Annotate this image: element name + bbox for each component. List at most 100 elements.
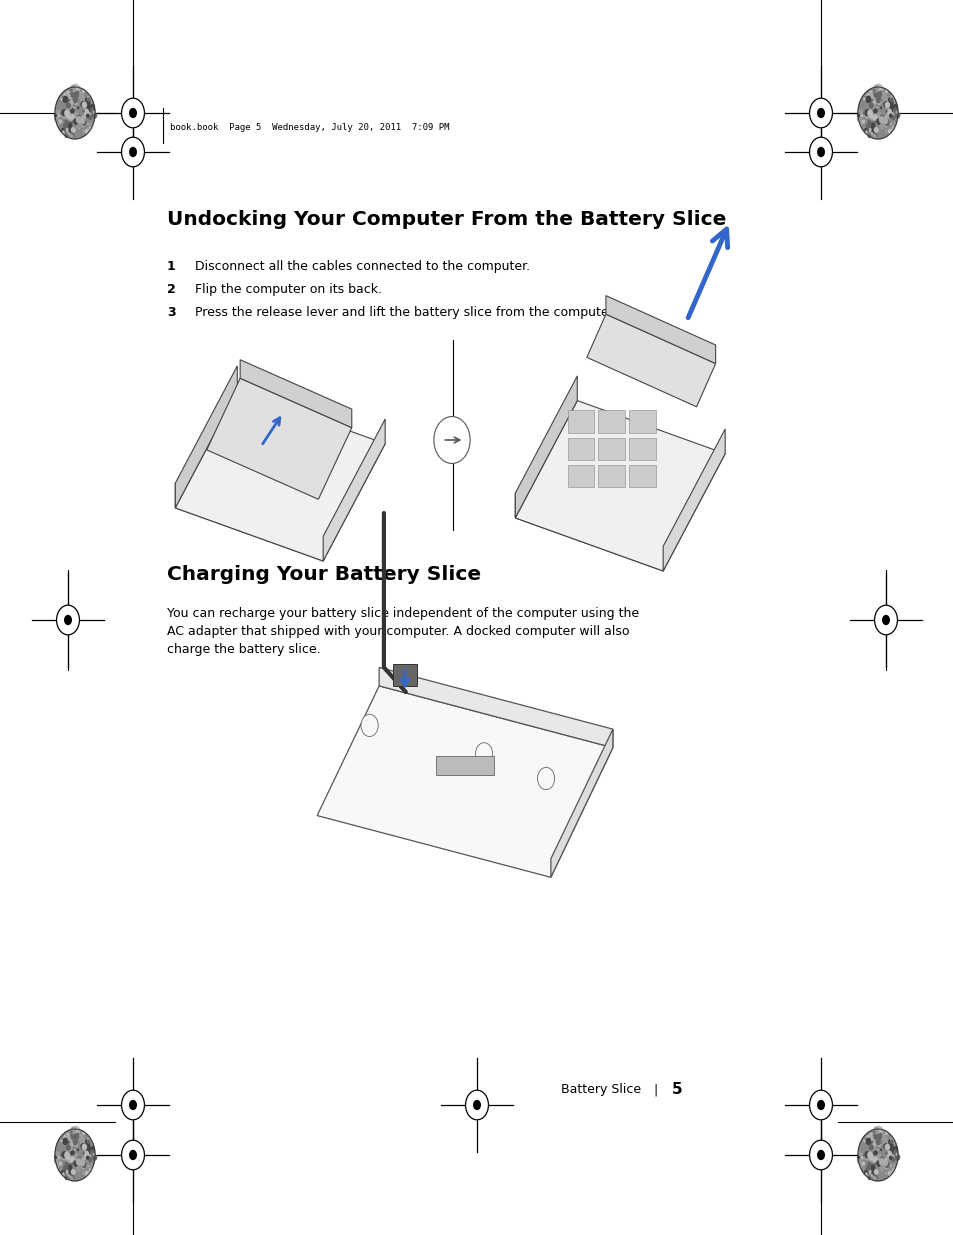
Circle shape (891, 126, 895, 131)
Circle shape (875, 1139, 880, 1145)
Circle shape (870, 112, 873, 116)
Circle shape (83, 112, 88, 119)
Circle shape (77, 1128, 80, 1131)
Circle shape (895, 111, 897, 114)
Circle shape (889, 100, 893, 105)
Circle shape (72, 1139, 76, 1144)
Circle shape (889, 1165, 891, 1167)
Circle shape (868, 1135, 873, 1141)
Circle shape (66, 1135, 71, 1141)
Circle shape (872, 1150, 877, 1156)
Circle shape (70, 133, 71, 137)
Circle shape (884, 116, 886, 119)
Text: You can recharge your battery slice independent of the computer using the: You can recharge your battery slice inde… (167, 606, 639, 620)
Circle shape (879, 106, 882, 109)
Circle shape (66, 1155, 71, 1161)
Circle shape (55, 111, 61, 119)
Circle shape (863, 1153, 869, 1161)
Circle shape (867, 1171, 870, 1174)
Circle shape (872, 114, 877, 120)
Circle shape (75, 116, 79, 121)
Circle shape (63, 1135, 67, 1139)
Circle shape (883, 120, 889, 126)
Circle shape (74, 111, 78, 117)
Circle shape (869, 1149, 871, 1152)
Circle shape (85, 98, 89, 103)
Circle shape (882, 93, 886, 99)
Circle shape (865, 93, 869, 98)
Circle shape (863, 128, 867, 133)
Circle shape (80, 117, 85, 124)
Circle shape (877, 1132, 882, 1139)
Circle shape (871, 1137, 875, 1142)
Circle shape (129, 147, 137, 157)
Circle shape (879, 1166, 882, 1171)
Circle shape (73, 91, 79, 99)
Circle shape (809, 137, 832, 167)
Circle shape (59, 112, 62, 115)
Circle shape (77, 114, 80, 116)
Circle shape (121, 137, 144, 167)
Circle shape (869, 1165, 875, 1171)
Circle shape (890, 105, 893, 109)
Circle shape (129, 107, 137, 119)
Circle shape (879, 1149, 882, 1151)
Circle shape (79, 98, 85, 105)
Circle shape (884, 130, 886, 133)
Circle shape (878, 116, 881, 121)
Circle shape (872, 135, 876, 140)
Circle shape (87, 1146, 92, 1153)
Circle shape (66, 1139, 71, 1144)
Circle shape (73, 1149, 75, 1151)
Circle shape (863, 1170, 867, 1174)
Circle shape (77, 1149, 79, 1151)
Circle shape (54, 1155, 57, 1160)
Circle shape (872, 132, 877, 138)
Circle shape (73, 1161, 77, 1165)
Circle shape (869, 1161, 872, 1165)
Circle shape (73, 1134, 79, 1140)
Circle shape (889, 95, 892, 99)
Text: Press the release lever and lift the battery slice from the computer.: Press the release lever and lift the bat… (194, 306, 616, 319)
Circle shape (856, 1151, 860, 1156)
Circle shape (65, 1135, 68, 1139)
Circle shape (885, 1151, 891, 1157)
Circle shape (877, 1128, 882, 1135)
Circle shape (71, 117, 75, 124)
Circle shape (887, 98, 891, 103)
Circle shape (884, 110, 887, 112)
Circle shape (70, 1176, 71, 1178)
Circle shape (875, 99, 880, 105)
Circle shape (882, 98, 887, 105)
Circle shape (87, 1140, 91, 1144)
Circle shape (473, 1100, 480, 1110)
Circle shape (869, 119, 872, 122)
Polygon shape (378, 667, 612, 747)
Circle shape (859, 124, 862, 126)
Circle shape (121, 98, 144, 127)
Circle shape (64, 1151, 70, 1158)
Circle shape (70, 1156, 75, 1162)
Circle shape (879, 1156, 884, 1162)
Text: charge the battery slice.: charge the battery slice. (167, 643, 320, 656)
Circle shape (65, 98, 68, 103)
Circle shape (62, 95, 69, 103)
Circle shape (877, 89, 879, 91)
Circle shape (870, 96, 875, 104)
Circle shape (79, 93, 84, 99)
Polygon shape (586, 314, 715, 406)
Circle shape (878, 116, 883, 124)
Circle shape (868, 103, 873, 109)
Circle shape (866, 133, 870, 138)
Circle shape (434, 416, 470, 463)
Circle shape (882, 93, 883, 95)
Circle shape (882, 1136, 887, 1144)
Circle shape (53, 115, 59, 122)
Circle shape (861, 1161, 864, 1166)
Circle shape (870, 100, 875, 106)
Circle shape (56, 124, 59, 126)
Circle shape (890, 110, 895, 115)
Circle shape (68, 112, 71, 116)
Circle shape (64, 130, 66, 133)
Text: 5: 5 (671, 1083, 681, 1098)
